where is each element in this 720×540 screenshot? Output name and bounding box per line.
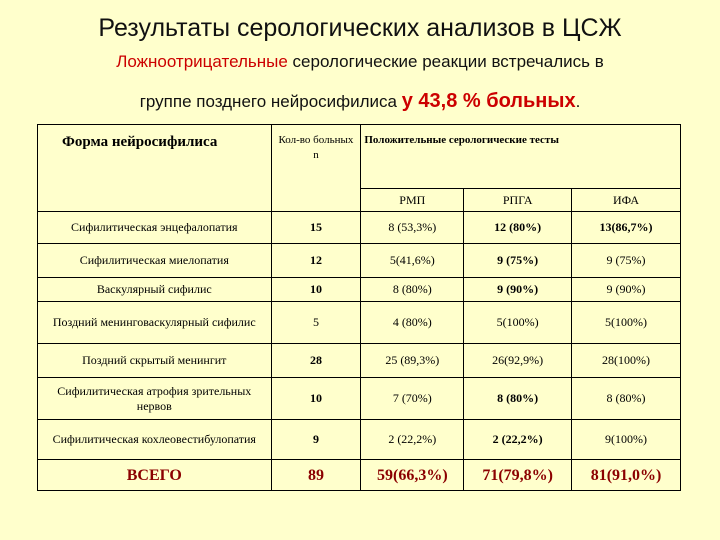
subtitle-rest: серологические реакции встречались в (287, 52, 604, 71)
subtitle2-end: . (575, 92, 581, 111)
table-row: Сифилитическая атрофия зрительных нервов… (37, 377, 681, 420)
cell-count: 10 (270, 377, 362, 420)
table-row: Васкулярный сифилис 10 8 (80%) 9 (90%) 9… (37, 277, 681, 302)
cell-count: 15 (270, 211, 362, 244)
table-total-row: ВСЕГО 89 59(66,3%) 71(79,8%) 81(91,0%) (37, 459, 681, 491)
header-positive-tests: Положительные серологические тесты (360, 124, 681, 189)
cell-rmp: 2 (22,2%) (360, 419, 465, 460)
cell-ifa: 28(100%) (571, 343, 681, 378)
header-test-ifa: ИФА (571, 188, 681, 212)
table-subheader-row: РМП РПГА ИФА (38, 188, 681, 212)
cell-count: 9 (270, 419, 362, 460)
cell-ifa: 9 (75%) (571, 243, 681, 278)
cell-rmp: 7 (70%) (360, 377, 465, 420)
slide-title: Результаты серологических анализов в ЦСЖ (98, 14, 622, 42)
header-form: Форма нейросифилиса (37, 124, 272, 212)
total-rmp: 59(66,3%) (360, 459, 465, 491)
cell-form: Сифилитическая миелопатия (37, 243, 272, 278)
cell-rmp: 8 (53,3%) (360, 211, 465, 244)
cell-form: Сифилитическая энцефалопатия (37, 211, 272, 244)
table-row: Сифилитическая энцефалопатия 15 8 (53,3%… (37, 211, 681, 244)
cell-rpga: 8 (80%) (463, 377, 573, 420)
total-rpga: 71(79,8%) (463, 459, 573, 491)
table-row: Поздний менинговаскулярный сифилис 5 4 (… (37, 301, 681, 344)
header-test-rpga: РПГА (463, 188, 573, 212)
subtitle2-highlight: у 43,8 % больных (401, 90, 576, 112)
cell-count: 5 (270, 301, 362, 344)
serology-table: Форма нейросифилиса Кол-во больных n Пол… (37, 124, 681, 491)
cell-form: Сифилитическая кохлеовестибулопатия (37, 419, 272, 460)
cell-rmp: 5(41,6%) (360, 243, 465, 278)
cell-rpga: 2 (22,2%) (463, 419, 573, 460)
subtitle2-text: группе позднего нейросифилиса (139, 92, 402, 111)
cell-count: 10 (270, 277, 362, 302)
cell-rmp: 8 (80%) (360, 277, 465, 302)
table-header-row: Форма нейросифилиса Кол-во больных n Пол… (37, 124, 681, 212)
cell-ifa: 9 (90%) (571, 277, 681, 302)
cell-count: 28 (270, 343, 362, 378)
cell-rpga: 9 (75%) (463, 243, 573, 278)
cell-ifa: 5(100%) (571, 301, 681, 344)
cell-form: Сифилитическая атрофия зрительных нервов (37, 377, 272, 420)
cell-ifa: 8 (80%) (571, 377, 681, 420)
subtitle-accent: Ложноотрицательные (116, 52, 288, 71)
cell-rmp: 25 (89,3%) (360, 343, 465, 378)
total-label: ВСЕГО (37, 459, 272, 491)
table-row: Поздний скрытый менингит 28 25 (89,3%) 2… (37, 343, 681, 378)
cell-form: Поздний скрытый менингит (37, 343, 272, 378)
cell-ifa: 9(100%) (571, 419, 681, 460)
cell-count: 12 (270, 243, 362, 278)
header-count: Кол-во больных n (270, 124, 362, 212)
cell-rpga: 12 (80%) (463, 211, 573, 244)
table-row: Сифилитическая миелопатия 12 5(41,6%) 9 … (37, 243, 681, 278)
header-test-rmp: РМП (360, 188, 465, 212)
cell-rpga: 9 (90%) (463, 277, 573, 302)
total-count: 89 (270, 459, 362, 491)
cell-form: Поздний менинговаскулярный сифилис (37, 301, 272, 344)
cell-rpga: 26(92,9%) (463, 343, 573, 378)
cell-rmp: 4 (80%) (360, 301, 465, 344)
cell-form: Васкулярный сифилис (37, 277, 272, 302)
cell-ifa: 13(86,7%) (571, 211, 681, 244)
table-row: Сифилитическая кохлеовестибулопатия 9 2 … (37, 419, 681, 460)
subtitle-line-2: группе позднего нейросифилиса у 43,8 % б… (0, 90, 720, 113)
subtitle-line-1: Ложноотрицательные серологические реакци… (0, 52, 720, 72)
cell-rpga: 5(100%) (463, 301, 573, 344)
total-ifa: 81(91,0%) (571, 459, 681, 491)
